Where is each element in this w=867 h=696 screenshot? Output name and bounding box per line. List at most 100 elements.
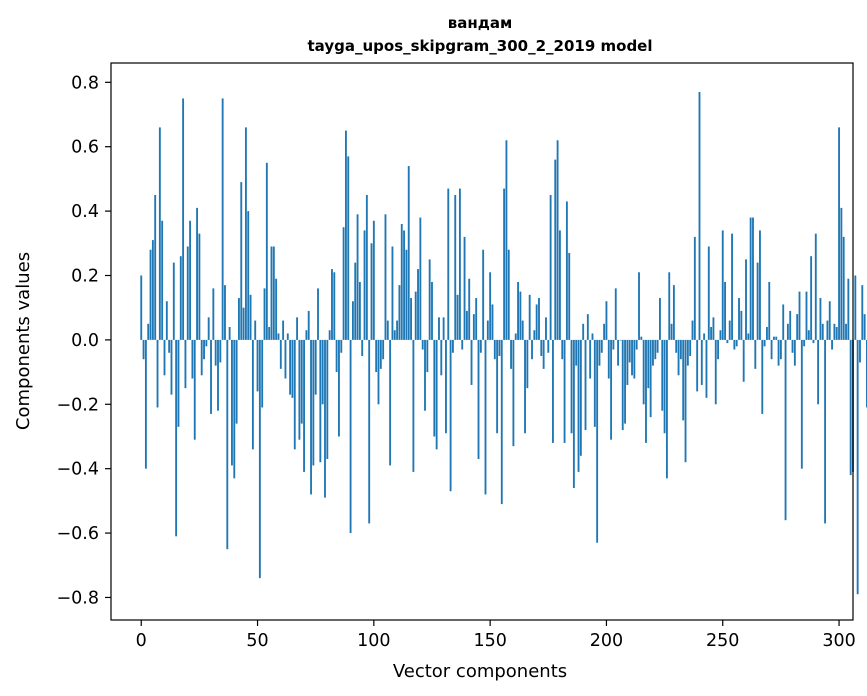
bar xyxy=(861,285,864,340)
bar xyxy=(156,339,159,408)
bar xyxy=(633,339,636,379)
bar xyxy=(763,339,766,347)
bar xyxy=(614,288,617,340)
bar xyxy=(684,339,687,463)
bar xyxy=(635,339,638,350)
bar xyxy=(226,339,229,550)
bar xyxy=(689,339,692,356)
bar xyxy=(396,320,399,340)
bar xyxy=(631,339,633,376)
bar xyxy=(428,259,431,340)
bar xyxy=(726,339,729,344)
bar xyxy=(184,339,187,389)
bar xyxy=(779,339,782,360)
bar xyxy=(561,339,564,360)
bar xyxy=(382,339,385,360)
y-tick-label: −0.4 xyxy=(57,460,100,480)
bar xyxy=(454,195,457,340)
bar xyxy=(247,211,250,340)
bar xyxy=(619,339,622,341)
bar xyxy=(463,236,466,340)
bar xyxy=(668,272,671,340)
plot-frame xyxy=(110,62,854,621)
bar xyxy=(798,291,801,340)
bar xyxy=(510,339,512,369)
bar xyxy=(612,339,615,350)
bar xyxy=(300,339,303,424)
bar xyxy=(305,330,308,340)
bar xyxy=(398,285,401,340)
bar xyxy=(717,339,720,360)
bar xyxy=(563,339,566,443)
bar xyxy=(424,339,426,411)
bar xyxy=(242,307,245,340)
bar xyxy=(545,317,547,340)
bar xyxy=(696,339,699,392)
bar xyxy=(172,262,175,340)
bar xyxy=(358,281,361,340)
bar xyxy=(198,233,201,340)
bar xyxy=(714,339,717,405)
bar xyxy=(458,188,461,340)
bar xyxy=(535,304,538,340)
bar xyxy=(719,330,722,340)
bar xyxy=(277,333,280,340)
bar xyxy=(610,339,613,440)
bar xyxy=(412,339,415,472)
bar xyxy=(377,339,380,405)
bar xyxy=(356,214,359,340)
bar xyxy=(842,236,845,340)
bar xyxy=(584,339,587,431)
bar xyxy=(556,140,559,340)
bar xyxy=(279,339,282,369)
bar xyxy=(526,339,529,389)
bar xyxy=(700,339,703,385)
bar xyxy=(342,227,345,340)
bar xyxy=(449,339,452,492)
bar xyxy=(147,323,150,340)
bar xyxy=(521,320,524,340)
bar xyxy=(282,320,285,340)
bar xyxy=(284,339,287,379)
bar xyxy=(384,214,387,340)
bar xyxy=(782,304,785,340)
bar xyxy=(256,339,259,392)
bar xyxy=(379,339,382,369)
bar xyxy=(333,272,336,340)
bar xyxy=(365,195,368,340)
bar xyxy=(410,298,412,340)
bar xyxy=(607,339,610,379)
bar xyxy=(496,339,499,434)
bar xyxy=(470,339,473,385)
bar xyxy=(796,314,799,340)
bar xyxy=(642,339,645,405)
bar xyxy=(831,339,833,350)
bar xyxy=(621,339,624,431)
bar xyxy=(598,339,601,366)
bar xyxy=(312,339,315,466)
bar xyxy=(793,339,796,366)
bar xyxy=(761,339,764,414)
bar xyxy=(326,339,329,460)
bar xyxy=(600,339,603,353)
bar xyxy=(856,339,859,595)
bar xyxy=(479,339,482,353)
bar xyxy=(268,327,271,340)
bar xyxy=(591,333,594,340)
bar xyxy=(200,339,203,376)
bar xyxy=(442,317,445,340)
bar xyxy=(691,320,694,340)
bar xyxy=(845,323,847,340)
bar xyxy=(693,236,696,340)
bar xyxy=(324,339,326,498)
bar xyxy=(207,317,210,340)
bar xyxy=(524,339,526,434)
bar xyxy=(386,320,389,340)
bar xyxy=(754,339,757,369)
bar xyxy=(175,339,178,537)
bar xyxy=(393,330,396,340)
y-axis-ticks: −0.8 −0.6 −0.4 −0.2 0.0 0.2 0.4 0.6 0.8 xyxy=(57,73,111,608)
bar xyxy=(435,339,438,450)
bar xyxy=(370,243,373,340)
